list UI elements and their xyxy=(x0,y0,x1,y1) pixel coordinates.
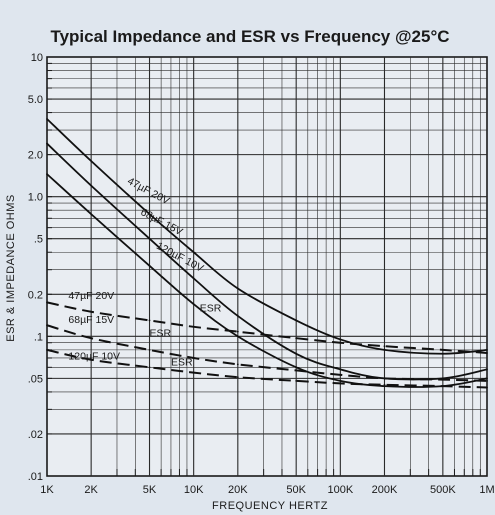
x-tick-label: 10K xyxy=(184,484,204,496)
data-point xyxy=(236,287,239,290)
data-point xyxy=(148,366,151,369)
data-point xyxy=(383,348,386,351)
x-tick-label: 1K xyxy=(40,484,54,496)
y-tick-label: .05 xyxy=(28,373,43,385)
y-tick-label: 1.0 xyxy=(28,192,43,204)
data-point xyxy=(295,379,298,382)
y-axis-label: ESR & IMPEDANCE OHMS xyxy=(5,194,17,342)
data-point xyxy=(192,251,195,254)
data-point xyxy=(148,319,151,322)
data-point xyxy=(192,277,195,280)
data-point xyxy=(441,378,444,381)
data-point xyxy=(236,315,239,317)
y-tick-label: .5 xyxy=(34,234,43,246)
data-point xyxy=(339,373,342,376)
data-point xyxy=(339,379,342,382)
data-point xyxy=(339,368,342,371)
data-point xyxy=(148,237,151,240)
data-point xyxy=(90,160,93,162)
data-point xyxy=(148,213,151,216)
data-point xyxy=(295,352,298,355)
data-point xyxy=(148,348,151,351)
data-point xyxy=(486,377,488,380)
impedance-line-47-f-20v xyxy=(46,118,488,355)
x-tick-label: 5K xyxy=(143,484,157,496)
y-tick-label: .1 xyxy=(34,331,43,343)
plot-area xyxy=(46,56,488,477)
data-point xyxy=(90,184,93,187)
impedance-line-120-f-10v xyxy=(46,173,488,388)
data-point xyxy=(90,337,93,340)
y-tick-label: .01 xyxy=(28,471,43,483)
data-point xyxy=(46,324,48,327)
x-tick-label: 50K xyxy=(286,484,306,496)
data-point xyxy=(383,345,386,348)
data-point xyxy=(486,379,488,382)
data-point xyxy=(236,363,239,366)
y-tick-label: 0.2 xyxy=(28,289,43,301)
data-point xyxy=(46,118,48,120)
x-axis-label: FREQUENCY HERTZ xyxy=(212,500,328,512)
data-point xyxy=(383,385,386,388)
data-point xyxy=(148,264,151,267)
data-point xyxy=(486,386,488,389)
x-tick-label: 1M xyxy=(479,484,494,496)
data-point xyxy=(236,376,239,379)
data-point xyxy=(486,368,488,371)
x-tick-label: 2K xyxy=(84,484,98,496)
data-point xyxy=(236,330,239,333)
data-point xyxy=(192,357,195,359)
tick-labels: 1K 2K 5K 10K 20K 50K 100K 200K 500K 1M 10 5.0 2.0 1.0… xyxy=(28,52,495,496)
data-point xyxy=(295,337,298,340)
data-point xyxy=(46,142,48,145)
data-point xyxy=(441,352,444,355)
data-point xyxy=(486,352,488,354)
curve-label: ESR xyxy=(171,356,193,368)
data-point xyxy=(383,377,386,380)
curve-label: 120µF 10V xyxy=(68,351,120,363)
data-point xyxy=(339,382,342,385)
y-tick-label: 2.0 xyxy=(28,150,43,162)
chart-title: Typical Impedance and ESR vs Frequency @… xyxy=(50,27,449,46)
data-point xyxy=(90,213,93,216)
data-point xyxy=(46,348,48,351)
series-group xyxy=(46,118,488,389)
esr-line-47-f-20v-esr xyxy=(46,301,488,354)
esr-line-68-f-15v-esr xyxy=(46,324,488,382)
data-point xyxy=(383,383,386,386)
curve-label: ESR xyxy=(150,327,172,339)
data-point xyxy=(295,366,298,369)
curve-label: 47µF 20V xyxy=(68,290,114,302)
data-point xyxy=(46,173,48,176)
data-point xyxy=(486,348,488,351)
data-point xyxy=(236,335,239,338)
data-point xyxy=(90,358,93,361)
data-point xyxy=(90,310,93,313)
x-tick-label: 500K xyxy=(430,484,456,496)
data-point xyxy=(441,348,444,351)
data-point xyxy=(192,303,195,306)
y-tick-label: 5.0 xyxy=(28,94,43,106)
data-point xyxy=(339,341,342,344)
x-tick-label: 100K xyxy=(327,484,353,496)
y-tick-label: .02 xyxy=(28,429,43,441)
y-tick-label: 10 xyxy=(31,52,43,64)
esr-line-120-f-10v-esr xyxy=(46,348,488,389)
data-point xyxy=(192,325,195,328)
x-tick-label: 20K xyxy=(228,484,248,496)
data-point xyxy=(295,319,298,322)
data-point xyxy=(339,338,342,341)
data-point xyxy=(441,385,444,388)
data-point xyxy=(46,301,48,304)
data-point xyxy=(295,369,298,372)
data-point xyxy=(192,371,195,374)
curve-label: 68µF 15V xyxy=(68,314,114,326)
curve-label: ESR xyxy=(200,303,222,315)
grid xyxy=(46,56,488,477)
x-tick-label: 200K xyxy=(372,484,398,496)
